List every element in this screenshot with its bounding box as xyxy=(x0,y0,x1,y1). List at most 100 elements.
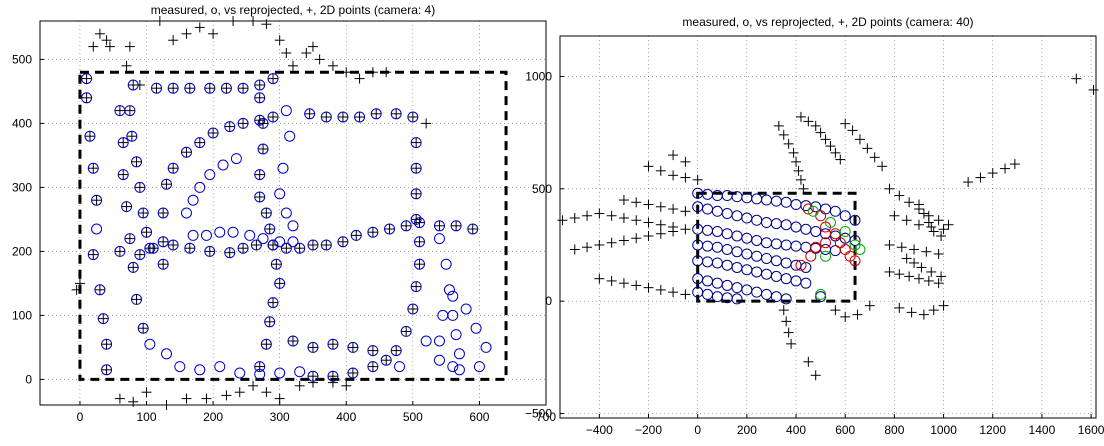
x-tick-label: 600 xyxy=(469,410,489,424)
measured-point xyxy=(800,223,812,235)
reprojected-point xyxy=(928,226,939,237)
measured-point xyxy=(761,217,773,229)
measured-point-green xyxy=(820,250,832,262)
measured-point xyxy=(761,288,773,300)
measured-point xyxy=(741,284,753,296)
measured-point-red xyxy=(802,203,814,215)
x-tick-label: 100 xyxy=(137,410,157,424)
reprojected-point xyxy=(618,195,629,206)
reprojected-point xyxy=(221,83,232,94)
reprojected-point xyxy=(854,134,865,145)
x-tick-label: 1200 xyxy=(979,423,1006,437)
y-tick-label: 0 xyxy=(25,372,32,386)
reprojected-point xyxy=(830,147,841,158)
measured-point xyxy=(790,221,802,233)
reprojected-point xyxy=(384,224,395,234)
measured-point xyxy=(751,250,763,262)
measured-point xyxy=(780,239,792,251)
measured-point xyxy=(161,348,172,360)
x-tick-label: 500 xyxy=(403,410,423,424)
reprojected-point xyxy=(201,393,212,404)
measured-point xyxy=(741,264,753,276)
measured-point xyxy=(829,230,841,242)
reprojected-point xyxy=(71,284,82,295)
measured-point xyxy=(702,240,714,252)
x-tick-label: 400 xyxy=(786,423,806,437)
reprojected-point xyxy=(251,240,262,250)
reprojected-point xyxy=(254,169,265,180)
reprojected-point xyxy=(798,183,809,194)
reprojected-point xyxy=(391,108,402,119)
reprojected-point xyxy=(451,220,462,231)
x-tick-label: 400 xyxy=(336,410,356,424)
reprojected-point xyxy=(301,48,312,58)
reprojected-point xyxy=(783,138,794,149)
measured-point xyxy=(810,225,822,237)
measured-point xyxy=(751,234,763,246)
y-tick-label: 200 xyxy=(12,244,32,258)
reprojected-point xyxy=(194,22,205,33)
measured-point xyxy=(214,361,226,373)
measured-point xyxy=(230,153,242,165)
reprojected-point xyxy=(264,224,275,234)
reprojected-point xyxy=(810,120,821,131)
reprojected-point xyxy=(909,257,920,268)
x-tick-label: 0 xyxy=(77,410,84,424)
x-tick-label: 800 xyxy=(884,423,904,437)
reprojected-point xyxy=(268,112,279,122)
reprojected-point xyxy=(274,393,285,404)
reprojected-point xyxy=(668,287,679,298)
reprojected-point xyxy=(327,377,338,388)
reprojected-point xyxy=(268,240,279,250)
measured-point xyxy=(284,130,296,142)
y-tick-label: 1000 xyxy=(525,69,552,83)
reprojected-point xyxy=(896,242,907,253)
reprojected-point xyxy=(341,67,352,78)
reprojected-point xyxy=(631,233,642,244)
measured-point-red xyxy=(795,259,807,271)
measured-point xyxy=(702,288,714,300)
reprojected-point xyxy=(909,244,920,255)
reprojected-point xyxy=(943,219,954,230)
reprojected-point xyxy=(134,249,145,260)
reprojected-point xyxy=(254,92,265,103)
y-tick-label: 300 xyxy=(12,180,32,194)
reprojected-point xyxy=(869,152,880,163)
measured-point xyxy=(187,229,199,241)
reprojected-point xyxy=(810,370,821,381)
reprojected-point xyxy=(781,316,792,327)
reprojected-point xyxy=(778,305,789,316)
reprojected-point xyxy=(631,215,642,226)
reprojected-point xyxy=(825,141,836,152)
measured-point xyxy=(731,282,743,294)
reprojected-point xyxy=(168,240,179,250)
y-tick-label: 0 xyxy=(545,294,552,308)
reprojected-point xyxy=(913,199,924,210)
reprojected-point xyxy=(936,230,947,241)
reprojected-point xyxy=(933,278,944,289)
axes-frame xyxy=(559,35,1097,419)
reprojected-point xyxy=(168,83,179,94)
reprojected-point xyxy=(224,121,235,132)
reprojected-point xyxy=(643,199,654,210)
reprojected-point xyxy=(94,28,105,39)
reprojected-point xyxy=(923,217,934,228)
reprojected-point xyxy=(407,112,418,122)
reprojected-point xyxy=(569,244,580,255)
measured-point xyxy=(394,361,406,373)
measured-point xyxy=(761,237,773,249)
reprojected-point xyxy=(594,239,605,250)
reprojected-point xyxy=(847,125,858,136)
reprojected-point xyxy=(131,294,142,305)
measured-point xyxy=(741,248,753,260)
reprojected-point xyxy=(347,342,358,353)
reprojected-point xyxy=(921,246,932,257)
reprojected-point xyxy=(421,118,432,129)
reprojected-point xyxy=(98,313,109,324)
reprojected-point xyxy=(234,387,245,398)
reprojected-point xyxy=(923,275,934,286)
measured-point xyxy=(257,233,269,245)
measured-point xyxy=(440,258,452,270)
reprojected-point xyxy=(434,220,445,231)
